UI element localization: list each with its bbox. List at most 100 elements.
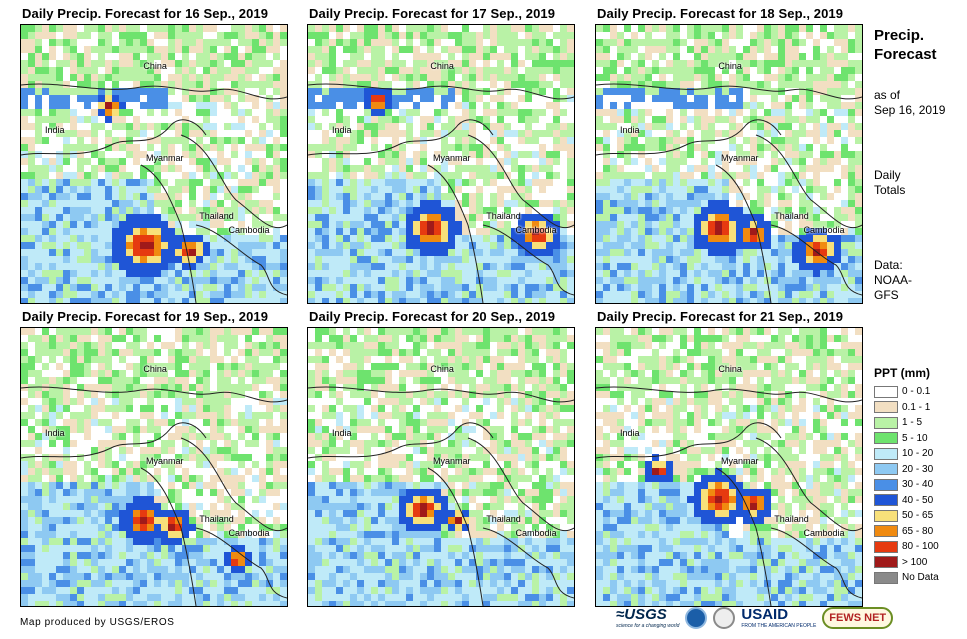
noaa-logo-icon bbox=[685, 606, 708, 629]
panel-title: Daily Precip. Forecast for 18 Sep., 2019 bbox=[597, 6, 844, 21]
myanmar-label: Myanmar bbox=[433, 455, 471, 466]
cambodia-label: Cambodia bbox=[515, 225, 557, 236]
myanmar-label: Myanmar bbox=[721, 152, 759, 163]
usaid-logo: USAID FROM THE AMERICAN PEOPLE bbox=[741, 606, 816, 629]
legend-label: 0.1 - 1 bbox=[902, 401, 931, 413]
legend-swatch bbox=[874, 525, 898, 538]
precip-grid bbox=[21, 328, 287, 606]
thailand-label: Thailand bbox=[486, 514, 521, 525]
country-border bbox=[467, 134, 574, 229]
china-label: China bbox=[718, 364, 742, 375]
country-border bbox=[195, 224, 287, 296]
country-border bbox=[140, 467, 197, 606]
country-border bbox=[308, 144, 399, 156]
china-label: China bbox=[430, 364, 454, 375]
precip-grid bbox=[596, 25, 862, 303]
china-label: China bbox=[143, 61, 167, 72]
country-border bbox=[596, 144, 687, 156]
forecast-panel-18: Daily Precip. Forecast for 18 Sep., 2019… bbox=[595, 6, 883, 306]
forecast-panel-17: Daily Precip. Forecast for 17 Sep., 2019… bbox=[307, 6, 595, 306]
legend-item: 40 - 50 bbox=[874, 493, 939, 509]
data-source-line3: GFS bbox=[874, 288, 899, 302]
precip-map: China India Myanmar Thailand Cambodia bbox=[307, 24, 575, 304]
cambodia-label: Cambodia bbox=[515, 528, 557, 539]
panel-title: Daily Precip. Forecast for 19 Sep., 2019 bbox=[22, 309, 269, 324]
legend-swatch bbox=[874, 556, 898, 569]
legend-swatch bbox=[874, 463, 898, 476]
myanmar-label: Myanmar bbox=[433, 152, 471, 163]
country-border bbox=[715, 467, 772, 606]
legend-label: > 100 bbox=[902, 556, 928, 568]
precip-grid bbox=[308, 25, 574, 303]
china-label: China bbox=[718, 61, 742, 72]
legend-swatch bbox=[874, 509, 898, 522]
legend-swatch bbox=[874, 571, 898, 584]
usaid-tagline: FROM THE AMERICAN PEOPLE bbox=[741, 623, 817, 629]
forecast-panel-20: Daily Precip. Forecast for 20 Sep., 2019… bbox=[307, 309, 595, 609]
panel-title: Daily Precip. Forecast for 21 Sep., 2019 bbox=[597, 309, 844, 324]
india-label: India bbox=[331, 428, 352, 439]
as-of-date: as of Sep 16, 2019 bbox=[874, 88, 945, 118]
legend-label: 30 - 40 bbox=[902, 479, 934, 491]
country-border bbox=[715, 164, 772, 303]
country-border bbox=[308, 83, 574, 100]
country-border bbox=[755, 437, 862, 532]
india-label: India bbox=[44, 428, 65, 439]
country-border bbox=[140, 164, 197, 303]
totals-line2: Totals bbox=[874, 183, 906, 197]
legend-label: 5 - 10 bbox=[902, 432, 928, 444]
legend-label: 50 - 65 bbox=[902, 510, 934, 522]
country-border bbox=[180, 437, 287, 532]
cambodia-label: Cambodia bbox=[228, 528, 270, 539]
country-border bbox=[195, 527, 287, 599]
legend-title: PPT (mm) bbox=[874, 366, 931, 380]
country-border bbox=[596, 447, 687, 459]
india-label: India bbox=[619, 428, 640, 439]
legend-label: 1 - 5 bbox=[902, 417, 923, 429]
forecast-panel-19: Daily Precip. Forecast for 19 Sep., 2019… bbox=[20, 309, 308, 609]
legend-swatch bbox=[874, 447, 898, 460]
legend-item: 0 - 0.1 bbox=[874, 384, 939, 400]
india-label: India bbox=[331, 125, 352, 136]
cambodia-label: Cambodia bbox=[228, 225, 270, 236]
legend-label: 40 - 50 bbox=[902, 494, 934, 506]
precip-grid bbox=[21, 25, 287, 303]
panel-title: Daily Precip. Forecast for 16 Sep., 2019 bbox=[22, 6, 269, 21]
data-source-line2: NOAA- bbox=[874, 273, 913, 287]
myanmar-label: Myanmar bbox=[146, 455, 184, 466]
thailand-label: Thailand bbox=[774, 514, 809, 525]
country-border bbox=[596, 83, 862, 100]
legend-swatch bbox=[874, 416, 898, 429]
sidebar-title-line2: Forecast bbox=[874, 46, 937, 63]
legend-item: 1 - 5 bbox=[874, 415, 939, 431]
country-border bbox=[482, 224, 574, 296]
country-border bbox=[308, 386, 574, 403]
precip-map: China India Myanmar Thailand Cambodia bbox=[20, 327, 288, 607]
country-border bbox=[397, 422, 494, 449]
as-of-value: Sep 16, 2019 bbox=[874, 103, 946, 117]
precip-map: China India Myanmar Thailand Cambodia bbox=[595, 24, 863, 304]
country-border bbox=[427, 164, 484, 303]
sidebar-title: Precip. Forecast bbox=[874, 26, 937, 64]
country-border bbox=[21, 144, 112, 156]
precip-grid bbox=[308, 328, 574, 606]
country-border bbox=[482, 527, 574, 599]
legend-label: 0 - 0.1 bbox=[902, 386, 931, 398]
legend-swatch bbox=[874, 401, 898, 414]
totals-line1: Daily bbox=[874, 168, 901, 182]
legend-swatch bbox=[874, 478, 898, 491]
country-border bbox=[685, 119, 782, 146]
legend-item: 30 - 40 bbox=[874, 477, 939, 493]
legend-item: 10 - 20 bbox=[874, 446, 939, 462]
myanmar-label: Myanmar bbox=[721, 455, 759, 466]
legend-item: No Data bbox=[874, 570, 939, 586]
thailand-label: Thailand bbox=[199, 211, 234, 222]
legend-item: 50 - 65 bbox=[874, 508, 939, 524]
legend-label: 80 - 100 bbox=[902, 541, 939, 553]
legend-label: 65 - 80 bbox=[902, 525, 934, 537]
data-source: Data: NOAA- GFS bbox=[874, 258, 912, 303]
forecast-panel-16: Daily Precip. Forecast for 16 Sep., 2019… bbox=[20, 6, 308, 306]
legend-label: No Data bbox=[902, 572, 939, 584]
usaid-logo-text: USAID bbox=[741, 606, 789, 623]
as-of-label: as of bbox=[874, 88, 901, 102]
